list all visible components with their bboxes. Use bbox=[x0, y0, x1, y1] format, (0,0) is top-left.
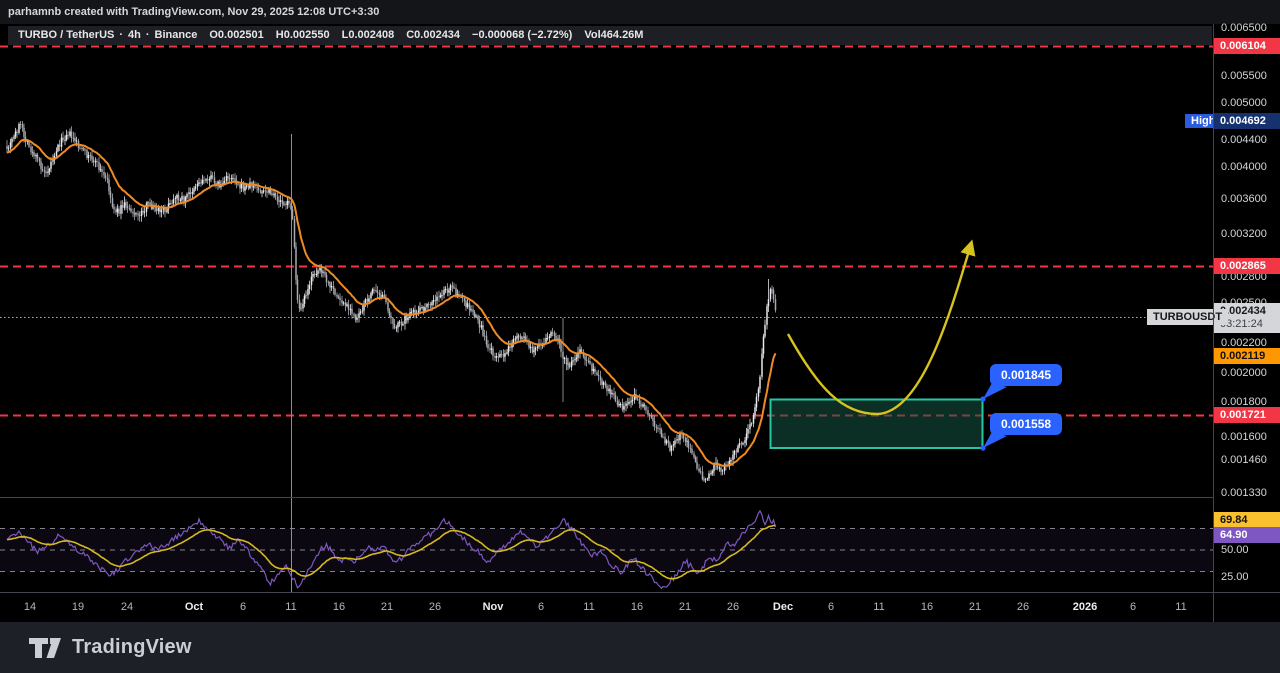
projection-arrow-curve[interactable] bbox=[786, 239, 976, 416]
alert-price-label[interactable]: 0.006104 bbox=[1213, 38, 1280, 54]
callout-tail bbox=[983, 383, 1007, 399]
price-axis-tick: 0.001460 bbox=[1221, 454, 1267, 466]
time-axis-tick: 21 bbox=[968, 601, 982, 613]
time-axis-tick: 26 bbox=[726, 601, 740, 613]
tradingview-logo-text[interactable]: TradingView bbox=[72, 636, 192, 658]
rsi-axis-tick: 25.00 bbox=[1221, 571, 1249, 583]
time-axis-tick: 19 bbox=[71, 601, 85, 613]
price-axis-tick: 0.006500 bbox=[1221, 22, 1267, 34]
rsi-value-label: 64.90 bbox=[1213, 527, 1280, 543]
time-axis-tick: 21 bbox=[380, 601, 394, 613]
time-axis-tick: Oct bbox=[184, 601, 204, 613]
bar-countdown: 03:21:24 bbox=[1220, 318, 1263, 330]
rsi-axis-tick: 50.00 bbox=[1221, 544, 1249, 556]
drawing-rectangle[interactable] bbox=[769, 398, 984, 449]
time-axis-tick: 11 bbox=[285, 601, 297, 613]
legend-exchange: Binance bbox=[154, 29, 198, 41]
price-axis-tick: 0.002800 bbox=[1221, 271, 1267, 283]
legend-volume: Vol464.26M bbox=[584, 29, 644, 41]
drawing-anchor-dot[interactable] bbox=[980, 396, 986, 402]
tradingview-logo-icon[interactable] bbox=[28, 637, 62, 659]
time-axis-border bbox=[0, 592, 1280, 593]
legend-symbol: TURBO / TetherUS bbox=[18, 29, 115, 41]
callout-price-top[interactable]: 0.001845 bbox=[990, 364, 1063, 386]
price-axis-tick: 0.004400 bbox=[1221, 134, 1267, 146]
legend-interval: 4h bbox=[128, 29, 141, 41]
drawing-anchor-dot[interactable] bbox=[980, 445, 986, 451]
price-axis-tick: 0.001800 bbox=[1221, 396, 1267, 408]
price-axis-tick: 0.003200 bbox=[1221, 228, 1267, 240]
time-axis-tick: Nov bbox=[482, 601, 504, 613]
price-axis-tick: 0.001600 bbox=[1221, 431, 1267, 443]
legend-low: L0.002408 bbox=[341, 29, 395, 41]
time-axis-tick: 26 bbox=[428, 601, 442, 613]
time-axis-tick: 24 bbox=[120, 601, 134, 613]
rsi-ma-line[interactable] bbox=[6, 524, 776, 580]
time-axis-tick: 6 bbox=[1129, 601, 1137, 613]
time-axis-tick: 16 bbox=[630, 601, 644, 613]
time-axis-tick: 11 bbox=[583, 601, 595, 613]
legend-change: −0.000068 (−2.72%) bbox=[472, 29, 573, 41]
legend-separator: · bbox=[119, 29, 124, 41]
legend-high: H0.002550 bbox=[275, 29, 330, 41]
candle-bodies-up bbox=[7, 124, 772, 481]
chart-legend[interactable]: TURBO / TetherUS · 4h · Binance O0.002501 H0.0… bbox=[8, 26, 1212, 45]
price-axis-tick: 0.004000 bbox=[1221, 161, 1267, 173]
time-axis-tick: 21 bbox=[678, 601, 692, 613]
alert-price-label[interactable]: 0.001721 bbox=[1213, 407, 1280, 423]
legend-separator: · bbox=[145, 29, 150, 41]
time-axis-tick: 2026 bbox=[1072, 601, 1098, 613]
high-marker-tag: High bbox=[1185, 114, 1222, 128]
time-axis-tick: 6 bbox=[827, 601, 835, 613]
callout-tail bbox=[983, 432, 1007, 448]
rsi-line[interactable] bbox=[6, 509, 777, 590]
alert-price-label[interactable]: 0.002865 bbox=[1213, 258, 1280, 274]
price-axis-border bbox=[1213, 24, 1214, 622]
price-axis-tick: 0.005500 bbox=[1221, 70, 1267, 82]
time-axis-tick: 11 bbox=[873, 601, 885, 613]
watermark-bar: parhamnb created with TradingView.com, N… bbox=[0, 0, 1280, 24]
high-price-label: 0.004692 bbox=[1213, 113, 1280, 129]
price-axis-tick: 0.003600 bbox=[1221, 193, 1267, 205]
legend-open: O0.002501 bbox=[209, 29, 264, 41]
callout-price-bottom[interactable]: 0.001558 bbox=[990, 413, 1063, 435]
time-axis-tick: 26 bbox=[1016, 601, 1030, 613]
watermark-text: parhamnb created with TradingView.com, N… bbox=[8, 6, 380, 18]
symbol-tag: TURBOUSDT bbox=[1147, 309, 1229, 325]
last-price-value: 0.002434 bbox=[1220, 305, 1266, 317]
time-axis-tick: 16 bbox=[920, 601, 934, 613]
pane-separator[interactable] bbox=[0, 497, 1213, 498]
time-axis-tick: Dec bbox=[772, 601, 794, 613]
footer-bar: TradingView bbox=[0, 622, 1280, 673]
time-axis-tick: 14 bbox=[23, 601, 37, 613]
rsi-value-label: 69.84 bbox=[1213, 512, 1280, 528]
price-axis-tick: 0.002000 bbox=[1221, 367, 1267, 379]
time-axis-tick: 11 bbox=[1175, 601, 1187, 613]
price-axis-tick: 0.005000 bbox=[1221, 97, 1267, 109]
time-axis-tick: 6 bbox=[537, 601, 545, 613]
ema-value-label: 0.002119 bbox=[1213, 348, 1280, 364]
ema-line[interactable] bbox=[6, 138, 777, 467]
legend-close: C0.002434 bbox=[406, 29, 461, 41]
time-axis-tick: 16 bbox=[332, 601, 346, 613]
time-axis-tick: 6 bbox=[239, 601, 247, 613]
price-axis-tick: 0.001330 bbox=[1221, 487, 1267, 499]
candle-bodies-down bbox=[6, 124, 777, 481]
price-axis-tick: 0.002200 bbox=[1221, 337, 1267, 349]
